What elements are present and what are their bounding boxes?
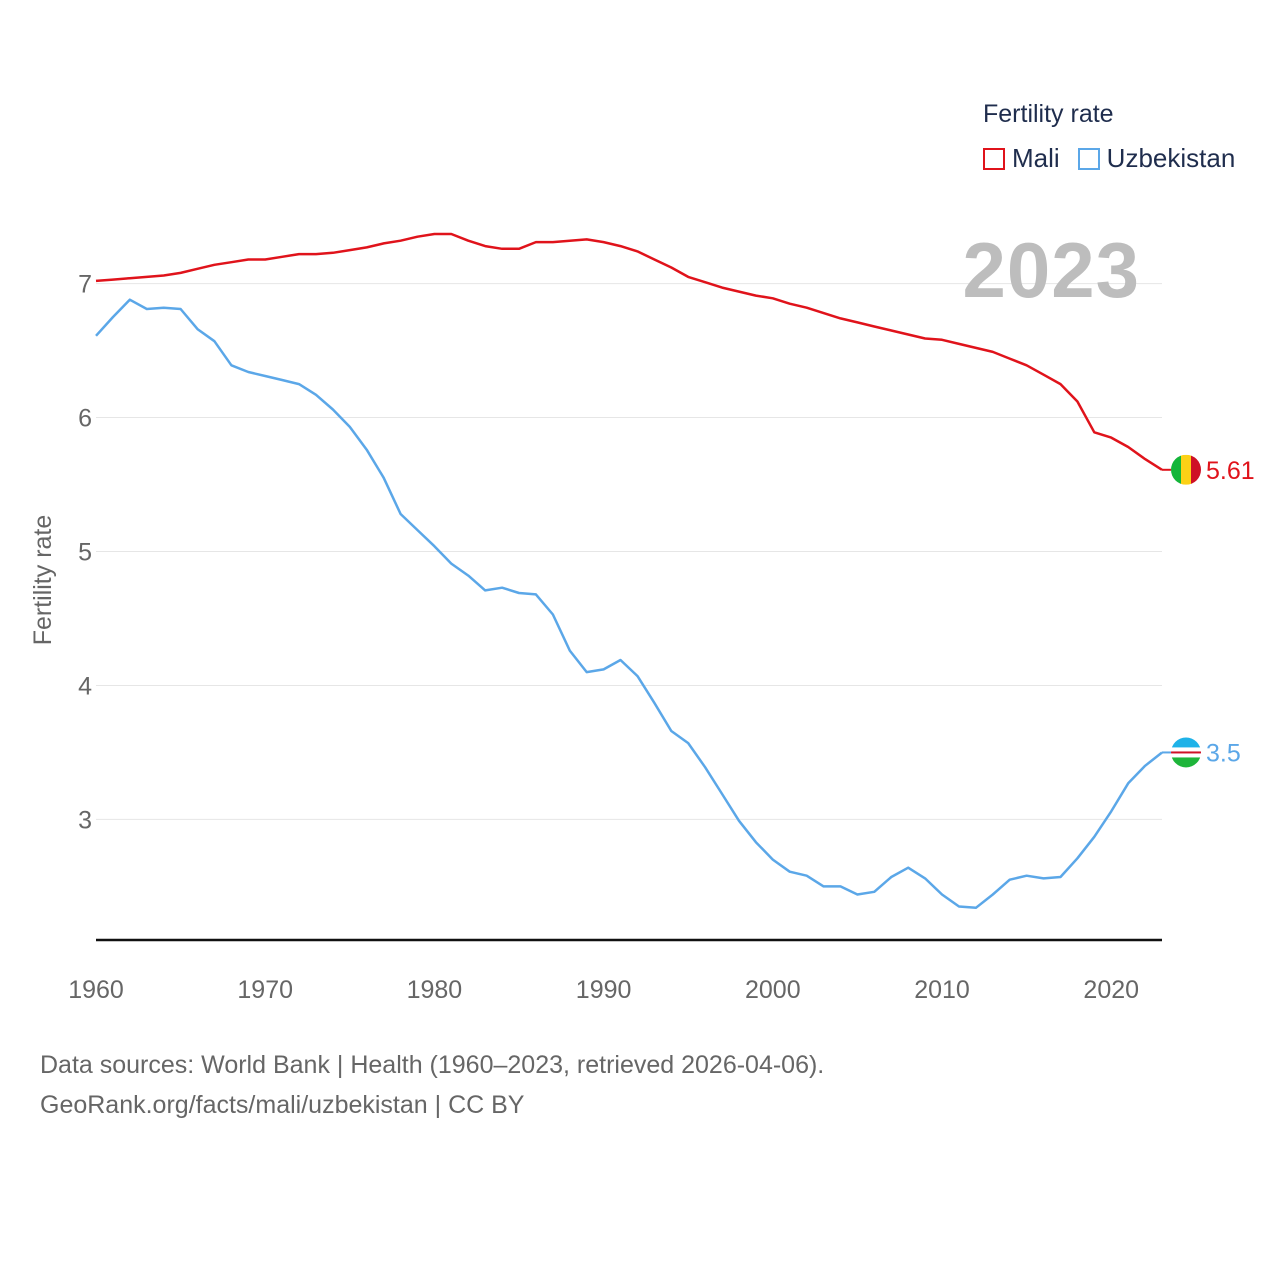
legend-label-mali: Mali [1012,143,1060,173]
x-tick-label-2010: 2010 [914,976,970,1004]
x-tick-label-1990: 1990 [576,976,632,1004]
end-value-label-uzbekistan: 3.5 [1206,739,1241,767]
year-label: 2023 [962,226,1140,314]
end-value-label-mali: 5.61 [1206,457,1255,485]
source-line-1: Data sources: World Bank | Health (1960–… [40,1051,825,1079]
series-line-mali [95,232,1163,471]
y-tick-label-6: 6 [78,405,92,433]
legend-swatch-mali [983,147,1005,170]
legend-item-mali[interactable]: Mali [983,143,1060,174]
x-tick-label-2020: 2020 [1083,976,1139,1004]
legend: Mali Uzbekistan [983,143,1253,174]
y-tick-label-3: 3 [78,806,92,834]
flag-icon-mali [1171,454,1201,485]
legend-swatch-uzbekistan [1077,147,1100,170]
y-tick-label-5: 5 [78,539,92,567]
x-tick-label-1980: 1980 [407,976,463,1004]
data-source-footer: Data sources: World Bank | Health (1960–… [40,1045,824,1125]
x-tick-label-1970: 1970 [237,976,293,1004]
y-axis-label: Fertility rate [29,515,57,646]
legend-item-uzbekistan[interactable]: Uzbekistan [1077,143,1236,174]
series-line-uzbekistan [95,298,1163,910]
x-tick-label-1960: 1960 [68,976,124,1004]
y-tick-label-7: 7 [78,271,92,299]
legend-label-uzbekistan: Uzbekistan [1106,143,1236,173]
y-tick-label-4: 4 [78,672,92,700]
x-tick-label-2000: 2000 [745,976,801,1004]
flag-icon-uzbekistan [1171,737,1201,768]
legend-title: Fertility rate [983,100,1114,128]
source-line-2[interactable]: GeoRank.org/facts/mali/uzbekistan | CC B… [40,1091,525,1119]
